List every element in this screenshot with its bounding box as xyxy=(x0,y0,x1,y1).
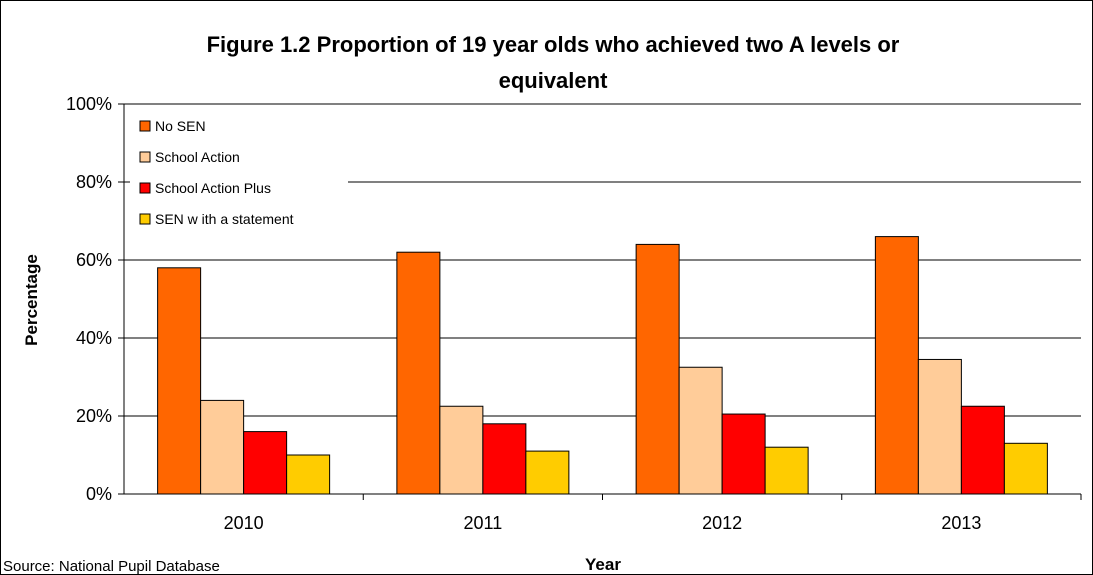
bar xyxy=(157,267,202,495)
bar xyxy=(243,431,288,495)
x-tick-label: 2011 xyxy=(464,513,503,533)
legend-label: SEN w ith a statement xyxy=(155,211,294,227)
bar xyxy=(525,450,570,495)
bar xyxy=(678,366,723,495)
axes: 0% 20% 40% 60% 80% 100% 2010 2011 2012 2013 xyxy=(66,94,1082,533)
bar xyxy=(917,358,962,495)
y-tick-label: 80% xyxy=(76,172,112,192)
legend-label: No SEN xyxy=(155,118,206,134)
legend: No SEN School Action School Action Plus SEN… xyxy=(130,110,348,238)
bar xyxy=(439,405,484,495)
bar xyxy=(482,423,527,495)
bars xyxy=(157,236,1048,495)
bar xyxy=(286,454,331,495)
legend-swatch xyxy=(139,182,151,194)
x-tick-label: 2012 xyxy=(702,513,742,533)
source-note: Source: National Pupil Database xyxy=(3,558,220,575)
bar xyxy=(635,243,680,495)
legend-swatch xyxy=(139,213,151,225)
x-tick-label: 2010 xyxy=(224,513,264,533)
y-tick-label: 0% xyxy=(86,484,112,504)
legend-label: School Action Plus xyxy=(155,180,271,196)
bar xyxy=(874,236,919,495)
legend-swatch xyxy=(139,120,151,132)
legend-swatch xyxy=(139,151,151,163)
y-tick-label: 100% xyxy=(66,94,112,114)
y-axis-label: Percentage xyxy=(22,254,41,346)
chart-title-line-2: equivalent xyxy=(499,68,608,93)
y-tick-label: 20% xyxy=(76,406,112,426)
bar xyxy=(1003,442,1048,495)
bar xyxy=(960,405,1005,495)
bar xyxy=(396,251,441,495)
legend-label: School Action xyxy=(155,149,240,165)
x-axis-label: Year xyxy=(585,555,621,574)
y-tick-label: 40% xyxy=(76,328,112,348)
bar xyxy=(721,413,766,495)
x-tick-label: 2013 xyxy=(941,513,981,533)
chart-title-line-1: Figure 1.2 Proportion of 19 year olds wh… xyxy=(207,32,900,57)
y-tick-label: 60% xyxy=(76,250,112,270)
bar xyxy=(764,446,809,495)
bar xyxy=(200,399,245,495)
legend-background xyxy=(130,110,348,238)
